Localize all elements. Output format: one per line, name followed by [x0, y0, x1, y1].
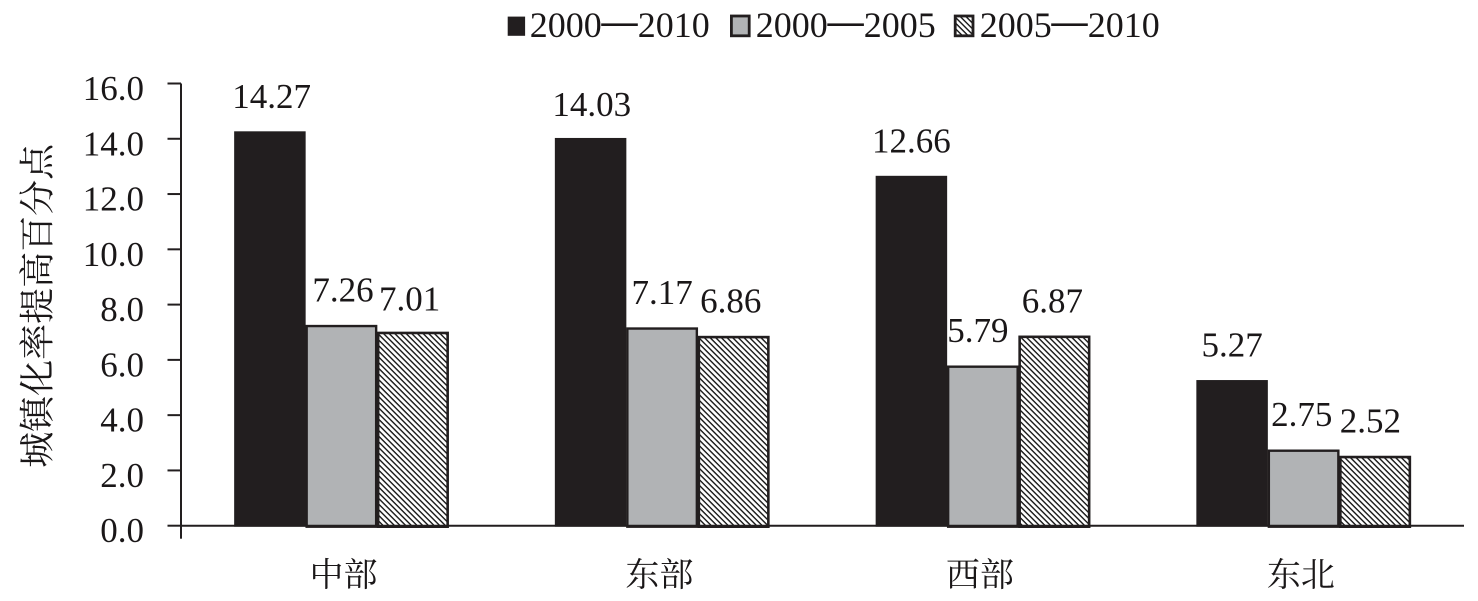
svg-text:5.27: 5.27	[1201, 326, 1262, 365]
svg-text:4.0: 4.0	[100, 401, 144, 440]
svg-text:6.86: 6.86	[700, 282, 761, 321]
svg-text:7.01: 7.01	[379, 279, 440, 318]
svg-text:12.66: 12.66	[872, 121, 951, 160]
svg-text:7.26: 7.26	[312, 271, 373, 310]
svg-text:7.17: 7.17	[631, 273, 692, 312]
svg-text:14.27: 14.27	[232, 77, 311, 116]
svg-text:10.0: 10.0	[83, 235, 144, 274]
svg-text:2005: 2005	[864, 5, 936, 45]
svg-text:2000: 2000	[530, 5, 602, 45]
svg-text:2.52: 2.52	[1340, 402, 1401, 441]
svg-text:14.0: 14.0	[83, 124, 144, 163]
svg-text:6.0: 6.0	[100, 345, 144, 384]
svg-text:2005: 2005	[980, 5, 1052, 45]
svg-text:8.0: 8.0	[100, 290, 144, 329]
svg-text:2010: 2010	[1088, 5, 1160, 45]
svg-text:2000: 2000	[756, 5, 828, 45]
svg-text:2.0: 2.0	[100, 456, 144, 495]
svg-text:12.0: 12.0	[83, 180, 144, 219]
svg-text:16.0: 16.0	[83, 69, 144, 108]
svg-text:0.0: 0.0	[100, 511, 144, 550]
svg-text:6.87: 6.87	[1022, 281, 1083, 320]
svg-text:14.03: 14.03	[552, 85, 631, 124]
svg-text:2010: 2010	[638, 5, 710, 45]
svg-text:5.79: 5.79	[947, 311, 1008, 350]
svg-text:2.75: 2.75	[1271, 395, 1332, 434]
